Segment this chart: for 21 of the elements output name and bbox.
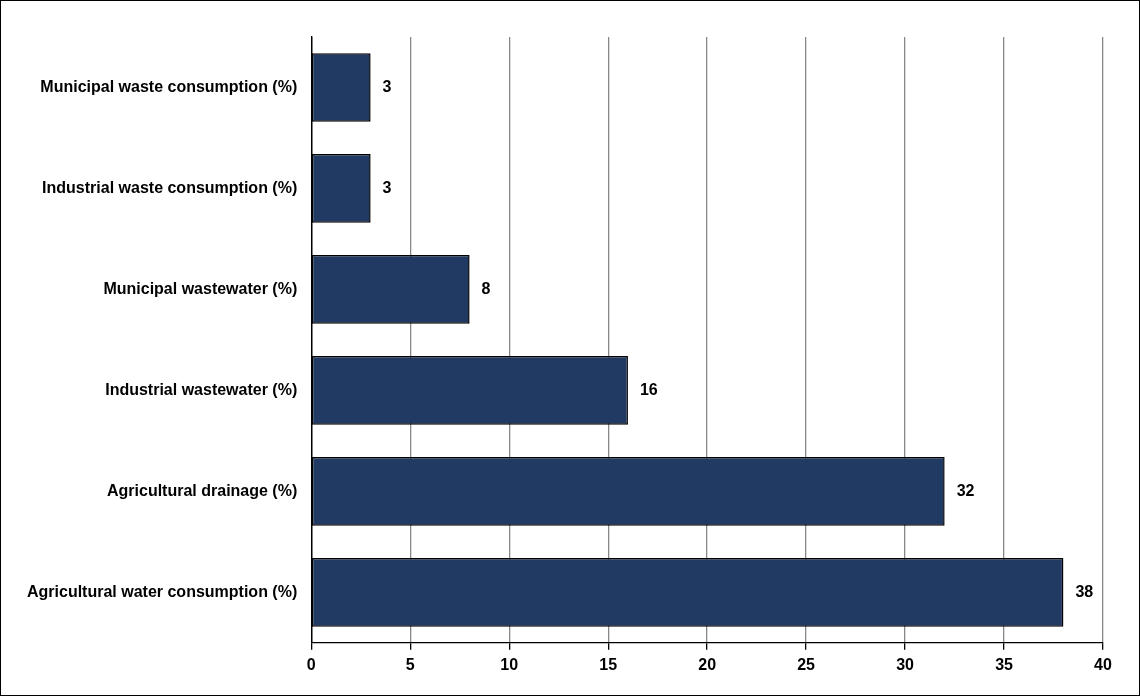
data-label: 3 xyxy=(382,77,392,95)
y-tick-label: Agricultural drainage (%) xyxy=(106,481,298,499)
x-tick-label: 30 xyxy=(896,655,915,673)
x-tick-label: 25 xyxy=(797,655,816,673)
y-tick-label: Municipal waste consumption (%) xyxy=(40,77,298,95)
data-label: 8 xyxy=(481,279,491,297)
x-tick-label: 15 xyxy=(599,655,618,673)
y-tick-label: Municipal wastewater (%) xyxy=(103,279,298,297)
data-label: 3 xyxy=(382,178,392,196)
x-tick-label: 0 xyxy=(306,655,316,673)
x-tick-label: 20 xyxy=(698,655,717,673)
x-tick-label: 40 xyxy=(1094,655,1112,673)
data-label: 16 xyxy=(639,380,658,398)
y-tick-label: Industrial wastewater (%) xyxy=(105,380,298,398)
x-tick-label: 35 xyxy=(995,655,1014,673)
y-tick-label: Agricultural water consumption (%) xyxy=(26,582,298,600)
x-tick-label: 5 xyxy=(405,655,415,673)
y-tick-label: Industrial waste consumption (%) xyxy=(42,178,298,196)
data-label: 38 xyxy=(1075,582,1094,600)
x-tick-label: 10 xyxy=(500,655,519,673)
data-label: 32 xyxy=(956,481,975,499)
